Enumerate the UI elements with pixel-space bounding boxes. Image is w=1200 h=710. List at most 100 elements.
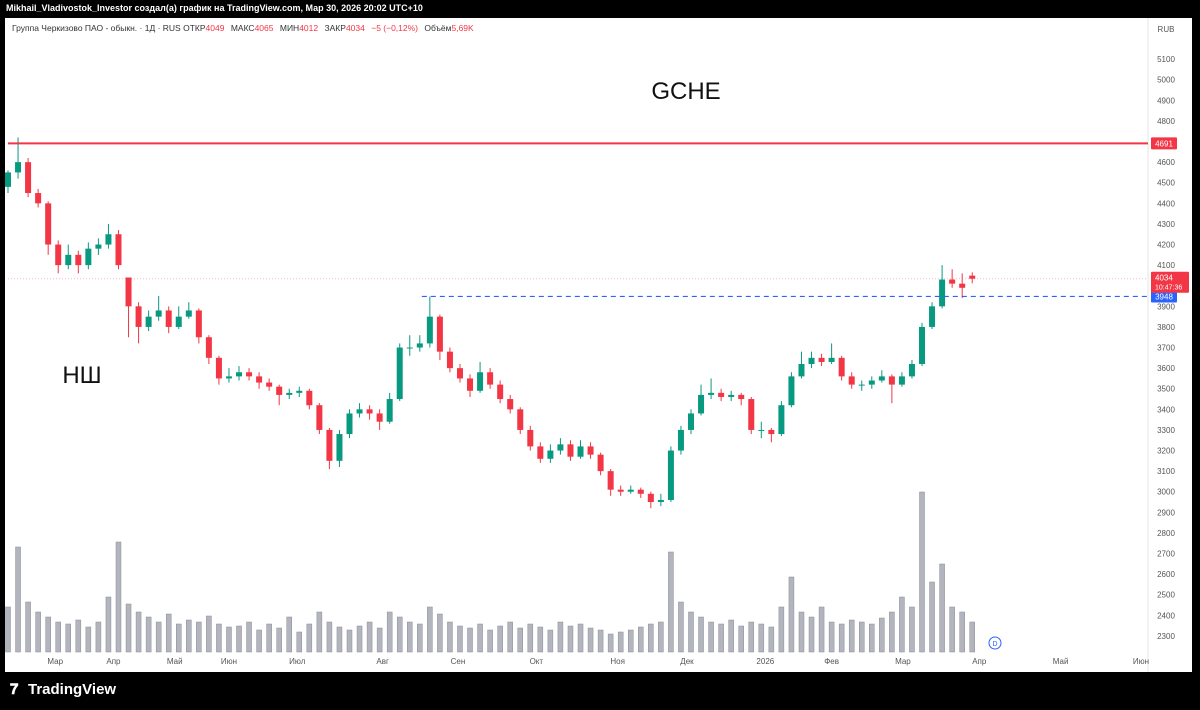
candle-body <box>868 380 875 385</box>
volume-bar <box>959 611 965 653</box>
candle-body <box>828 357 835 362</box>
volume-bar <box>889 611 895 653</box>
volume-bar <box>246 621 252 653</box>
volume-bar <box>818 606 825 653</box>
candle-body <box>848 376 855 385</box>
candle-body <box>939 279 946 307</box>
candle-body <box>356 409 363 414</box>
candle-body <box>105 234 112 245</box>
candle-body <box>256 376 263 383</box>
label: Объём <box>424 23 452 33</box>
price-label-box <box>1151 290 1177 303</box>
candle-body <box>155 310 162 317</box>
candle-body <box>195 310 202 338</box>
volume-bar <box>768 626 775 653</box>
candle-body <box>929 306 936 327</box>
x-tick-label: Дек <box>680 657 694 666</box>
volume-bar <box>376 627 383 653</box>
candle-body <box>296 390 303 393</box>
candle-body <box>236 372 243 377</box>
x-tick-label: Апр <box>106 657 121 666</box>
candle-body <box>758 429 765 431</box>
volume-bar <box>658 621 664 653</box>
y-tick-label: 4900 <box>1157 96 1175 105</box>
candle-body <box>667 450 674 500</box>
candle-body <box>597 454 604 472</box>
volume-bar <box>718 623 724 653</box>
annotation: GCHE <box>651 78 720 105</box>
x-tick-label: Июл <box>289 657 306 666</box>
volume-bar <box>417 623 423 653</box>
candle-body <box>798 364 805 377</box>
volume-bar <box>507 621 513 653</box>
candle-body <box>145 316 152 327</box>
y-tick-label: 3400 <box>1157 405 1175 414</box>
volume-bar <box>407 621 413 653</box>
volume-bar <box>15 546 21 653</box>
candle-body <box>969 275 976 279</box>
x-tick-label: Мар <box>47 657 63 666</box>
volume-bar <box>25 601 31 653</box>
candle-body <box>426 316 433 344</box>
candle-body <box>366 409 373 414</box>
y-tick-label: 3600 <box>1157 364 1175 373</box>
candle-body <box>165 310 172 327</box>
value: 4012 <box>299 23 319 33</box>
candle-body <box>386 399 393 422</box>
value: 4065 <box>254 23 274 33</box>
countdown: 10:47:36 <box>1155 285 1182 292</box>
volume-bar <box>135 611 142 653</box>
brand[interactable]: 𝟕 TradingView <box>10 681 116 698</box>
candle-body <box>175 316 182 327</box>
y-tick-label: 2800 <box>1157 529 1175 538</box>
candle-body <box>808 357 815 365</box>
volume-bar <box>617 631 624 653</box>
price-label-box <box>1151 137 1177 150</box>
candle-body <box>276 386 283 395</box>
volume-bar <box>85 626 92 653</box>
candle-body <box>477 372 484 391</box>
volume-bar <box>386 611 393 653</box>
volume-bar <box>175 623 182 653</box>
volume-bar <box>778 606 785 653</box>
legend: Группа Черкизово ПАО - обыкн. · 1Д · RUS… <box>12 23 478 33</box>
label: ЗАКР <box>324 23 346 33</box>
volume-bar <box>256 629 262 653</box>
candle-body <box>467 378 474 391</box>
x-tick-label: Май <box>1053 657 1069 666</box>
volume-bar <box>226 626 232 653</box>
candle-body <box>185 310 192 317</box>
candle-body <box>376 413 383 422</box>
dividend-icon[interactable] <box>988 636 1002 650</box>
candle-body <box>768 429 775 435</box>
candle-body <box>316 405 323 430</box>
y-tick-label: 4600 <box>1157 158 1175 167</box>
volume-bar <box>115 541 122 653</box>
candle-body <box>617 489 624 492</box>
candle-body <box>959 283 966 288</box>
volume-bar <box>748 621 755 653</box>
volume-bar <box>467 627 473 653</box>
volume-bar <box>848 619 855 653</box>
x-tick-label: Июн <box>221 657 237 666</box>
volume-bar <box>296 631 303 653</box>
candle-body <box>55 244 62 266</box>
volume-bar <box>909 606 915 653</box>
candle-body <box>497 384 504 400</box>
candle-body <box>85 248 92 266</box>
candle-body <box>487 372 494 385</box>
candle-body <box>627 489 634 492</box>
candle-body <box>778 405 785 435</box>
volume-bar <box>537 626 544 653</box>
candle-body <box>547 450 554 459</box>
volume-bar <box>216 623 222 653</box>
volume-bar <box>155 621 162 653</box>
volume-bar <box>547 629 554 653</box>
x-tick-label: Авг <box>376 657 389 666</box>
y-tick-label: 2600 <box>1157 570 1175 579</box>
last-price-label: 4034 <box>1155 274 1173 283</box>
y-tick-label: 5000 <box>1157 76 1175 85</box>
volume-bar <box>668 551 674 653</box>
candle-body <box>45 203 52 245</box>
